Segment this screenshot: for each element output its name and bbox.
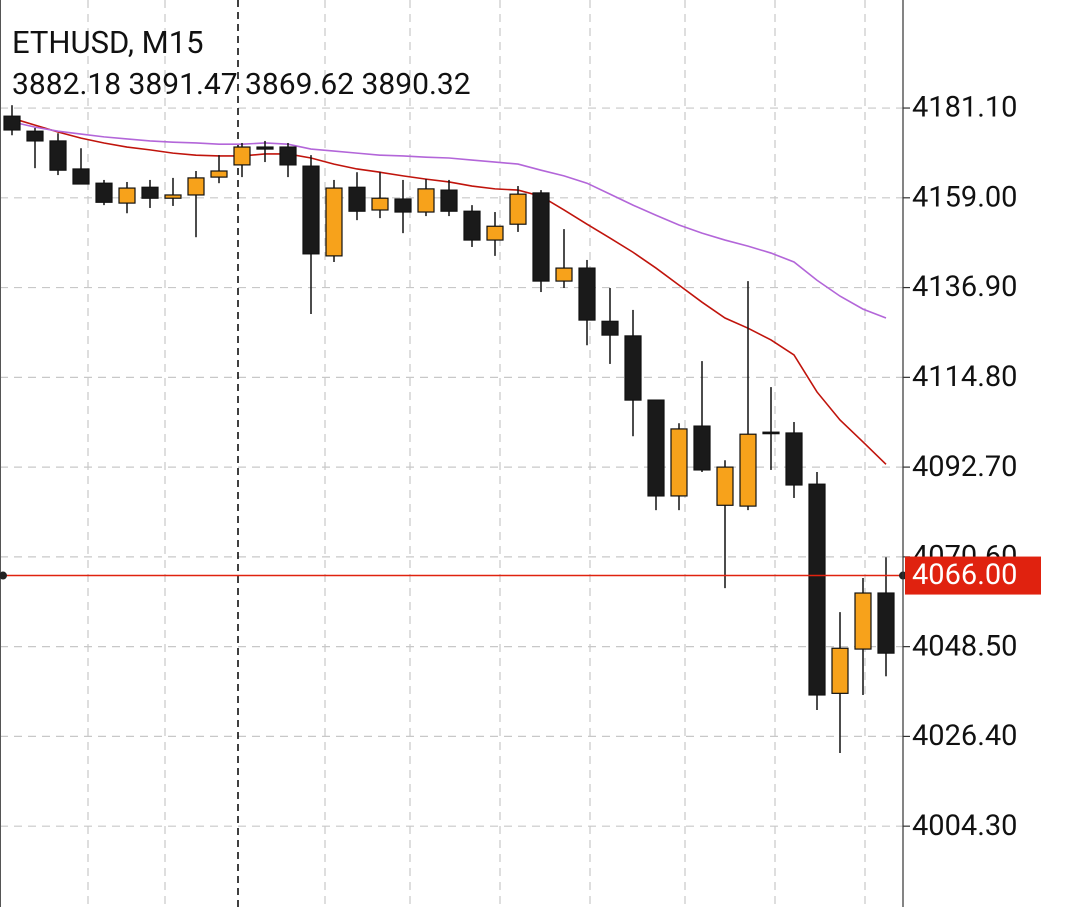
candle-body xyxy=(808,483,826,696)
y-tick-label: 4092.70 xyxy=(912,450,1017,484)
y-tick-label: 4181.10 xyxy=(912,91,1017,125)
y-tick-label: 4114.80 xyxy=(912,360,1017,394)
candle-body xyxy=(624,335,642,401)
candle-body xyxy=(279,146,297,166)
candle-body xyxy=(325,187,343,257)
candle-body xyxy=(3,115,21,131)
candle-body xyxy=(141,186,159,199)
chart-title: ETHUSD, M15 xyxy=(12,24,204,61)
candle-body xyxy=(348,186,366,212)
candle-body xyxy=(210,170,228,178)
candle-body xyxy=(831,647,849,694)
candle-body xyxy=(440,189,458,212)
candle-body xyxy=(578,267,596,321)
y-tick-label: 4026.40 xyxy=(912,719,1017,753)
y-axis: 4181.104159.004136.904114.804092.704070.… xyxy=(903,91,1017,843)
candle-body xyxy=(785,432,803,486)
ohlc-readout: 3882.18 3891.47 3869.62 3890.32 xyxy=(12,67,471,102)
candle-body xyxy=(486,225,504,241)
candle-body xyxy=(233,146,251,166)
candle-body xyxy=(394,198,412,213)
candle-body xyxy=(118,187,136,204)
candle-body xyxy=(647,399,665,497)
candle-body xyxy=(601,320,619,336)
candle-body xyxy=(509,193,527,225)
price-label: 4066.00 xyxy=(912,558,1017,592)
candle-body xyxy=(49,140,67,171)
candle-body xyxy=(371,197,389,211)
candle-body xyxy=(877,592,895,654)
candle-body xyxy=(716,466,734,506)
candle-body xyxy=(302,165,320,255)
candle-body xyxy=(72,168,90,185)
candle-body xyxy=(693,425,711,471)
candle-body xyxy=(417,188,435,213)
candle-body xyxy=(670,428,688,497)
candle-body xyxy=(463,210,481,241)
y-tick-label: 4136.90 xyxy=(912,270,1017,304)
candle-body xyxy=(26,130,44,142)
y-tick-label: 4159.00 xyxy=(912,180,1017,214)
price-label-box xyxy=(905,556,1041,595)
price-line-dot xyxy=(0,571,7,580)
candle-body xyxy=(256,146,274,150)
candle-body xyxy=(854,592,872,650)
candle-body xyxy=(164,194,182,199)
candle-body xyxy=(95,182,113,203)
candles xyxy=(3,105,895,754)
price-label-group: 4066.00 xyxy=(905,556,1041,595)
y-tick-label: 4048.50 xyxy=(912,629,1017,663)
candle-body xyxy=(187,177,205,196)
y-tick-label: 4004.30 xyxy=(912,809,1017,843)
candle-body xyxy=(739,433,757,507)
candle-body xyxy=(762,431,780,435)
candle-body xyxy=(555,267,573,282)
candle-body xyxy=(532,192,550,282)
moving-average-line xyxy=(11,121,887,319)
